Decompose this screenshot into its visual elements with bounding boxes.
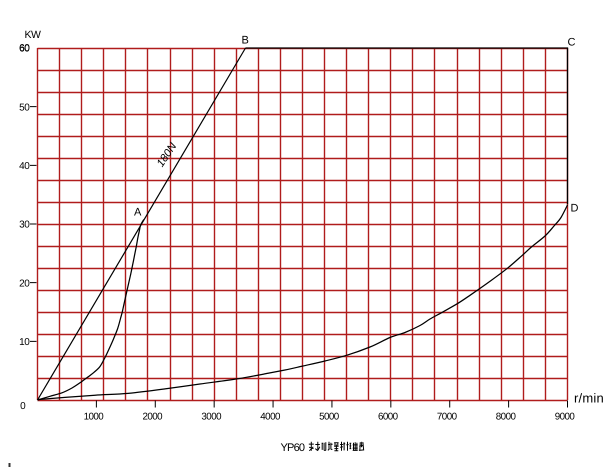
svg-text:3000: 3000 (201, 412, 222, 423)
svg-text:C: C (568, 37, 576, 49)
svg-text:D: D (571, 203, 579, 215)
svg-text:1000: 1000 (84, 412, 105, 423)
svg-text:20: 20 (19, 278, 30, 289)
svg-text:KW: KW (25, 29, 42, 41)
svg-text:30: 30 (19, 220, 30, 231)
svg-text:50: 50 (19, 102, 30, 113)
svg-text:4000: 4000 (260, 412, 281, 423)
svg-text:0: 0 (20, 401, 26, 412)
svg-text:9000: 9000 (555, 412, 576, 423)
svg-text:2000: 2000 (142, 412, 163, 423)
svg-text:A: A (134, 207, 142, 219)
svg-text:5000: 5000 (319, 412, 340, 423)
svg-text:YP60: YP60 (281, 442, 305, 454)
svg-text:10: 10 (19, 337, 30, 348)
svg-text:r/min: r/min (574, 391, 604, 406)
svg-text:40: 40 (19, 161, 30, 172)
svg-text:8000: 8000 (496, 412, 517, 423)
svg-text:7000: 7000 (437, 412, 458, 423)
svg-text:60: 60 (19, 43, 30, 54)
svg-text:60: 60 (19, 44, 30, 55)
svg-text:B: B (242, 35, 249, 47)
svg-text:6000: 6000 (378, 412, 399, 423)
